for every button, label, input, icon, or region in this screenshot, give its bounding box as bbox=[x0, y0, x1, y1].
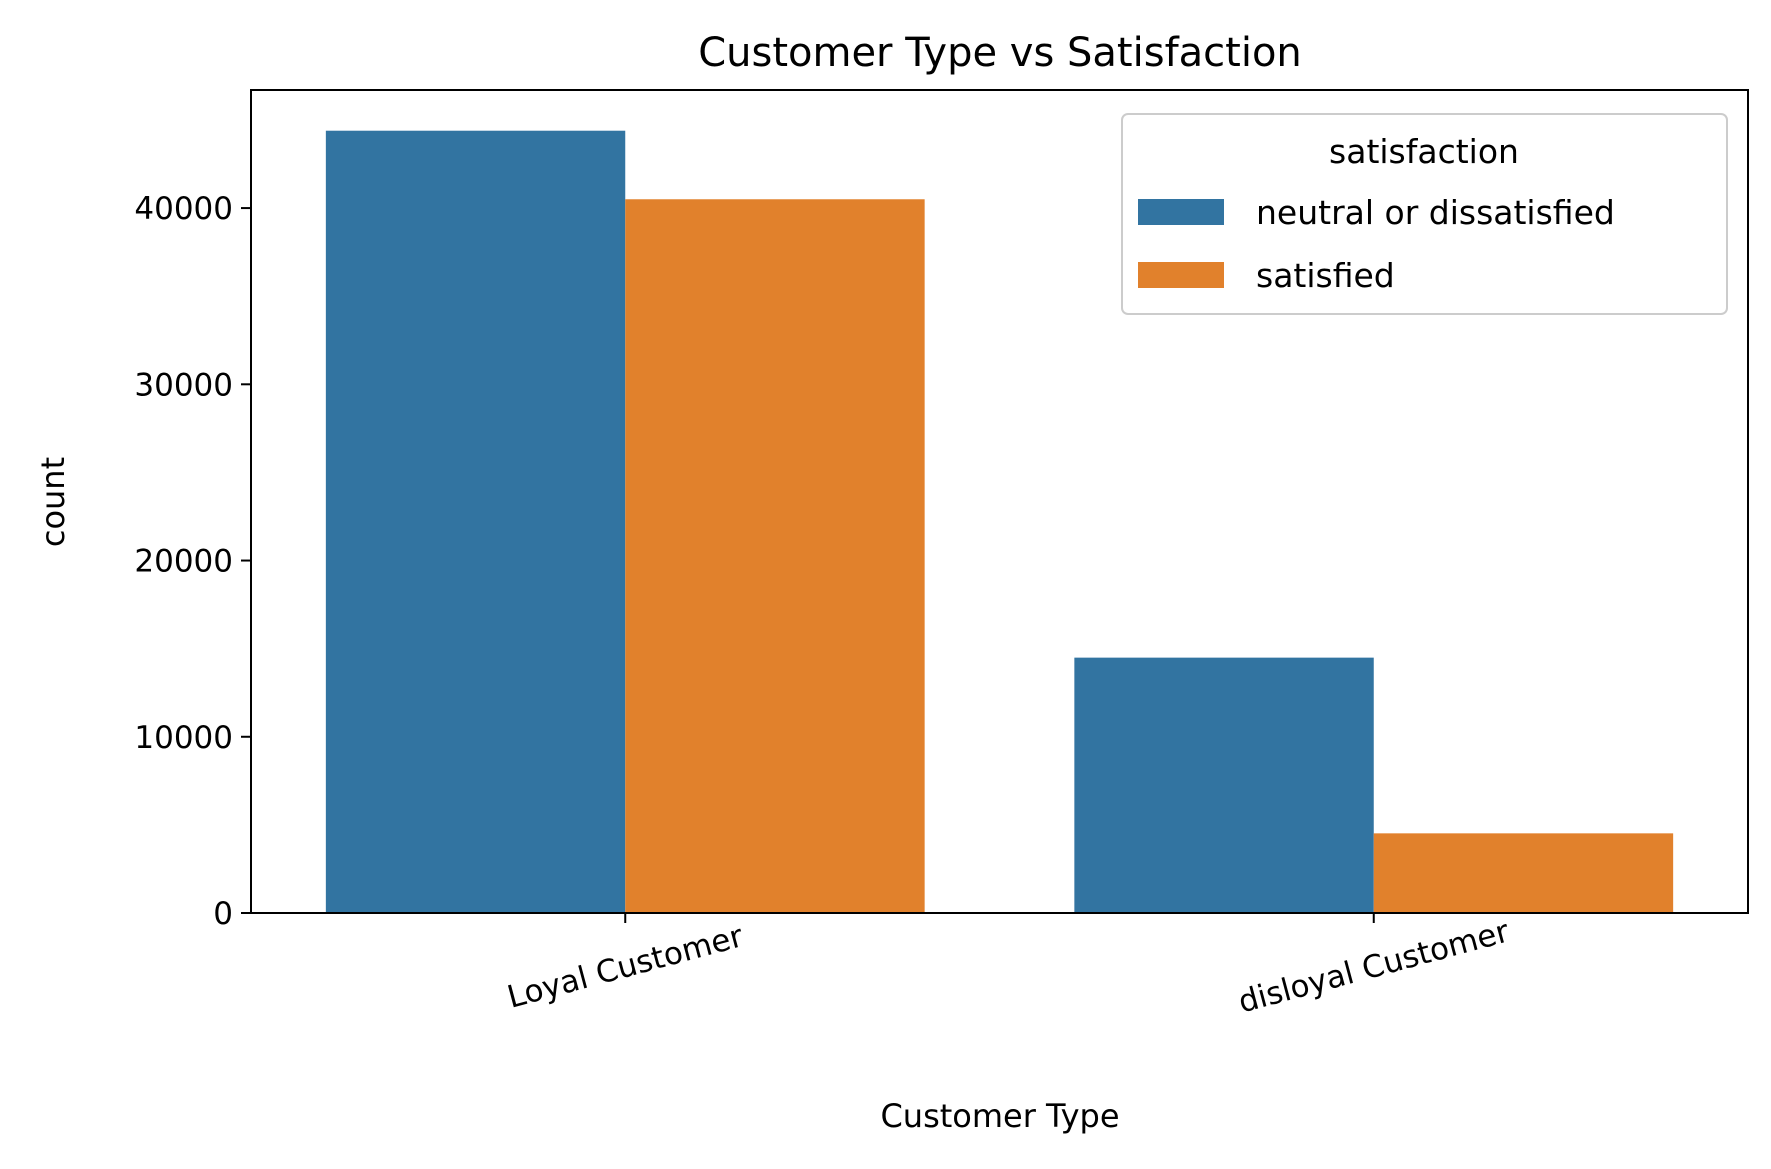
legend-swatch-neutral-or-dissatisfied bbox=[1138, 199, 1224, 225]
y-axis-label: count bbox=[34, 457, 72, 547]
bars-layer bbox=[325, 130, 1674, 914]
y-tick-label: 20000 bbox=[134, 544, 233, 580]
legend-label-satisfied: satisfied bbox=[1256, 256, 1395, 295]
bar-loyal-customer-neutral-or-dissatisfied bbox=[325, 130, 626, 914]
bar-disloyal-customer-satisfied bbox=[1373, 833, 1674, 913]
x-axis-label: Customer Type bbox=[880, 1097, 1119, 1135]
plot-frame bbox=[250, 89, 1749, 914]
legend-box bbox=[1121, 113, 1728, 315]
y-tick-label: 30000 bbox=[134, 367, 233, 403]
y-axis: 0 10000 20000 30000 40000 bbox=[134, 191, 251, 932]
bar-disloyal-customer-neutral-or-dissatisfied bbox=[1074, 657, 1374, 913]
legend-label-neutral-or-dissatisfied: neutral or dissatisfied bbox=[1256, 193, 1615, 232]
legend-swatch-satisfied bbox=[1138, 262, 1224, 288]
legend-title: satisfaction bbox=[1329, 132, 1519, 171]
y-tick-label: 10000 bbox=[134, 720, 233, 756]
chart-title: Customer Type vs Satisfaction bbox=[698, 30, 1302, 76]
y-tick-label: 0 bbox=[213, 896, 233, 932]
x-tick-label: Loyal Customer bbox=[504, 918, 747, 1015]
bar-loyal-customer-satisfied bbox=[625, 199, 925, 914]
x-axis: Loyal Customer disloyal Customer bbox=[504, 913, 1513, 1020]
legend: satisfaction neutral or dissatisfied sat… bbox=[1121, 113, 1728, 315]
x-tick-label: disloyal Customer bbox=[1235, 914, 1513, 1021]
y-tick-label: 40000 bbox=[134, 191, 233, 227]
